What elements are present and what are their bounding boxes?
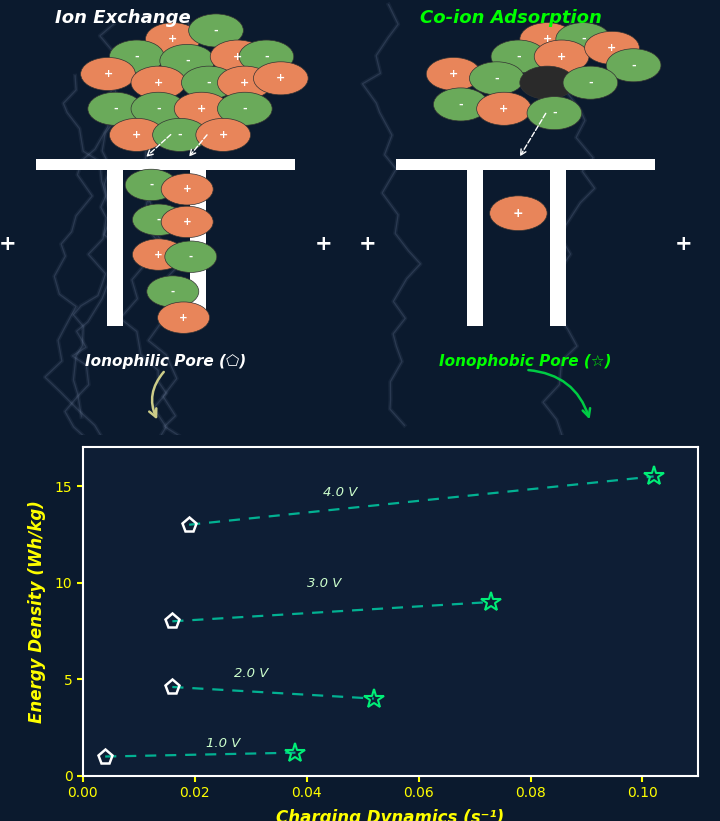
Text: +: +: [359, 234, 376, 254]
Text: -: -: [243, 103, 247, 114]
Text: +: +: [154, 78, 163, 88]
Circle shape: [189, 14, 243, 47]
Circle shape: [534, 40, 589, 73]
Text: -: -: [178, 130, 182, 140]
Text: -: -: [185, 56, 189, 66]
Circle shape: [426, 57, 481, 90]
Circle shape: [109, 118, 164, 151]
Text: +: +: [608, 43, 616, 53]
Text: +: +: [132, 130, 141, 140]
Text: +: +: [233, 52, 242, 62]
Circle shape: [527, 97, 582, 130]
Circle shape: [125, 169, 177, 200]
Circle shape: [145, 23, 200, 56]
Circle shape: [81, 57, 135, 90]
Text: -: -: [171, 287, 175, 296]
Text: 4.0 V: 4.0 V: [323, 486, 358, 498]
Text: +: +: [240, 78, 249, 88]
Text: -: -: [459, 99, 463, 109]
Text: 1.0 V: 1.0 V: [206, 737, 240, 750]
Text: -: -: [113, 103, 117, 114]
Circle shape: [131, 92, 186, 126]
Text: +: +: [557, 52, 566, 62]
Text: -: -: [156, 215, 161, 225]
Circle shape: [88, 92, 143, 126]
Text: +: +: [183, 217, 192, 227]
Text: Ionophobic Pore (☆): Ionophobic Pore (☆): [439, 354, 612, 369]
Text: 3.0 V: 3.0 V: [307, 576, 341, 589]
Text: +: +: [219, 130, 228, 140]
FancyBboxPatch shape: [36, 158, 295, 170]
Text: +: +: [197, 103, 206, 114]
Circle shape: [217, 92, 272, 126]
Circle shape: [160, 44, 215, 77]
Text: -: -: [516, 52, 521, 62]
Circle shape: [132, 239, 184, 270]
Circle shape: [556, 23, 611, 56]
Circle shape: [147, 276, 199, 307]
Circle shape: [469, 62, 524, 95]
Text: -: -: [631, 60, 636, 71]
Text: -: -: [581, 34, 585, 44]
Text: +: +: [513, 207, 523, 220]
Circle shape: [520, 23, 575, 56]
Circle shape: [253, 62, 308, 95]
Circle shape: [196, 118, 251, 151]
Circle shape: [132, 204, 184, 236]
Circle shape: [433, 88, 488, 121]
Text: +: +: [315, 234, 333, 254]
Text: +: +: [543, 34, 552, 44]
Text: +: +: [104, 69, 112, 79]
FancyBboxPatch shape: [107, 170, 123, 326]
Circle shape: [491, 40, 546, 73]
Circle shape: [606, 48, 661, 82]
Circle shape: [210, 40, 265, 73]
Text: Ionophilic Pore (⬠): Ionophilic Pore (⬠): [85, 354, 246, 369]
Circle shape: [520, 67, 575, 99]
Circle shape: [158, 302, 210, 333]
Text: Co-ion Adsorption: Co-ion Adsorption: [420, 9, 602, 27]
Text: +: +: [154, 250, 163, 259]
FancyBboxPatch shape: [190, 170, 206, 326]
Text: +: +: [179, 313, 188, 323]
Text: -: -: [588, 78, 593, 88]
Text: +: +: [0, 234, 16, 254]
Text: -: -: [135, 52, 139, 62]
Text: -: -: [495, 73, 499, 83]
Text: -: -: [189, 252, 193, 262]
Text: +: +: [183, 184, 192, 195]
Text: -: -: [207, 78, 211, 88]
Y-axis label: Energy Density (Wh/kg): Energy Density (Wh/kg): [28, 500, 46, 723]
Circle shape: [161, 206, 213, 237]
Circle shape: [131, 67, 186, 99]
Circle shape: [490, 196, 547, 231]
Circle shape: [109, 40, 164, 73]
FancyBboxPatch shape: [550, 170, 566, 326]
Text: 2.0 V: 2.0 V: [234, 667, 269, 681]
Circle shape: [239, 40, 294, 73]
Text: -: -: [149, 180, 153, 190]
Circle shape: [477, 92, 531, 126]
Text: Ion Exchange: Ion Exchange: [55, 9, 190, 27]
Circle shape: [585, 31, 639, 64]
Text: -: -: [156, 103, 161, 114]
Circle shape: [217, 67, 272, 99]
Circle shape: [563, 67, 618, 99]
Text: +: +: [500, 103, 508, 114]
Text: -: -: [264, 52, 269, 62]
Text: +: +: [168, 34, 177, 44]
Text: +: +: [276, 73, 285, 83]
Text: +: +: [675, 234, 693, 254]
FancyBboxPatch shape: [467, 170, 483, 326]
Circle shape: [161, 173, 213, 205]
Text: -: -: [552, 108, 557, 118]
FancyBboxPatch shape: [396, 158, 655, 170]
Circle shape: [181, 67, 236, 99]
Circle shape: [153, 118, 207, 151]
Circle shape: [165, 241, 217, 273]
X-axis label: Charging Dynamics (s⁻¹): Charging Dynamics (s⁻¹): [276, 809, 505, 821]
Text: -: -: [214, 25, 218, 35]
Circle shape: [174, 92, 229, 126]
Text: +: +: [449, 69, 458, 79]
